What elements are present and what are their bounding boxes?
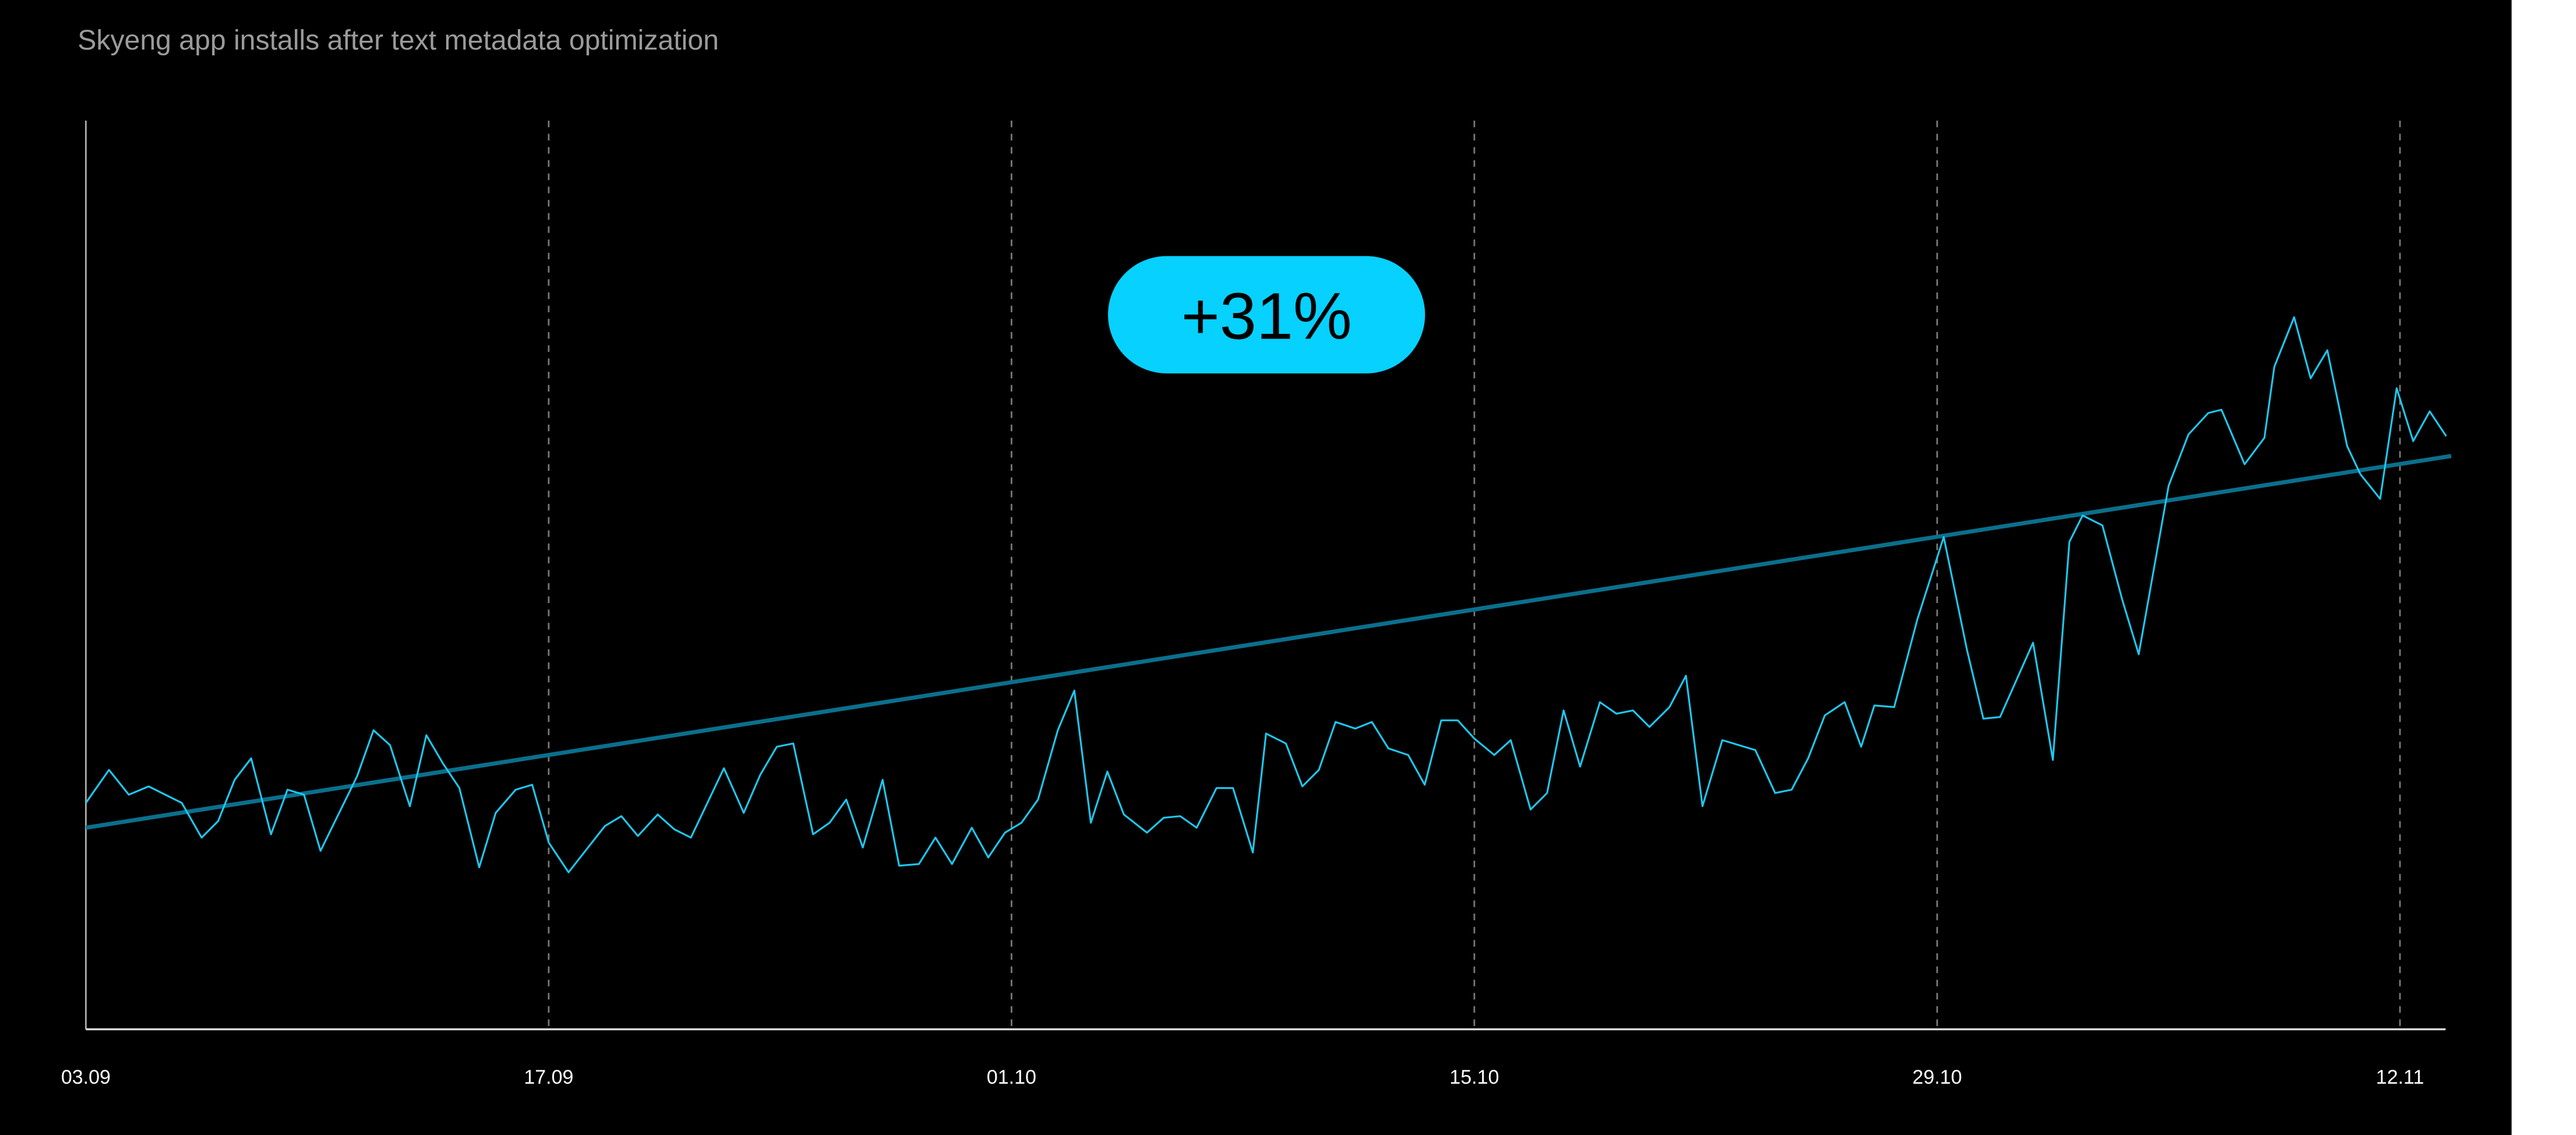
installs-line [85, 316, 2447, 873]
growth-badge: +31% [1108, 256, 1425, 373]
x-tick-label: 15.10 [1449, 1066, 1499, 1088]
growth-badge-background [1108, 256, 1425, 373]
chart-background [0, 0, 2511, 1135]
right-margin-strip [2511, 0, 2576, 1135]
x-tick-label: 12.11 [2376, 1066, 2425, 1088]
grid-lines [548, 120, 2401, 1030]
chart-title: Skyeng app installs after text metadata … [77, 24, 719, 56]
trend-line [85, 454, 2452, 830]
x-tick-labels: 03.09 17.09 01.10 15.10 29.10 12.11 [61, 1066, 2424, 1088]
x-tick-label: 01.10 [987, 1066, 1036, 1088]
x-tick-label: 29.10 [1912, 1066, 1962, 1088]
x-tick-label: 17.09 [524, 1066, 573, 1088]
growth-badge-label: +31% [1181, 279, 1352, 353]
x-tick-label: 03.09 [61, 1066, 111, 1088]
